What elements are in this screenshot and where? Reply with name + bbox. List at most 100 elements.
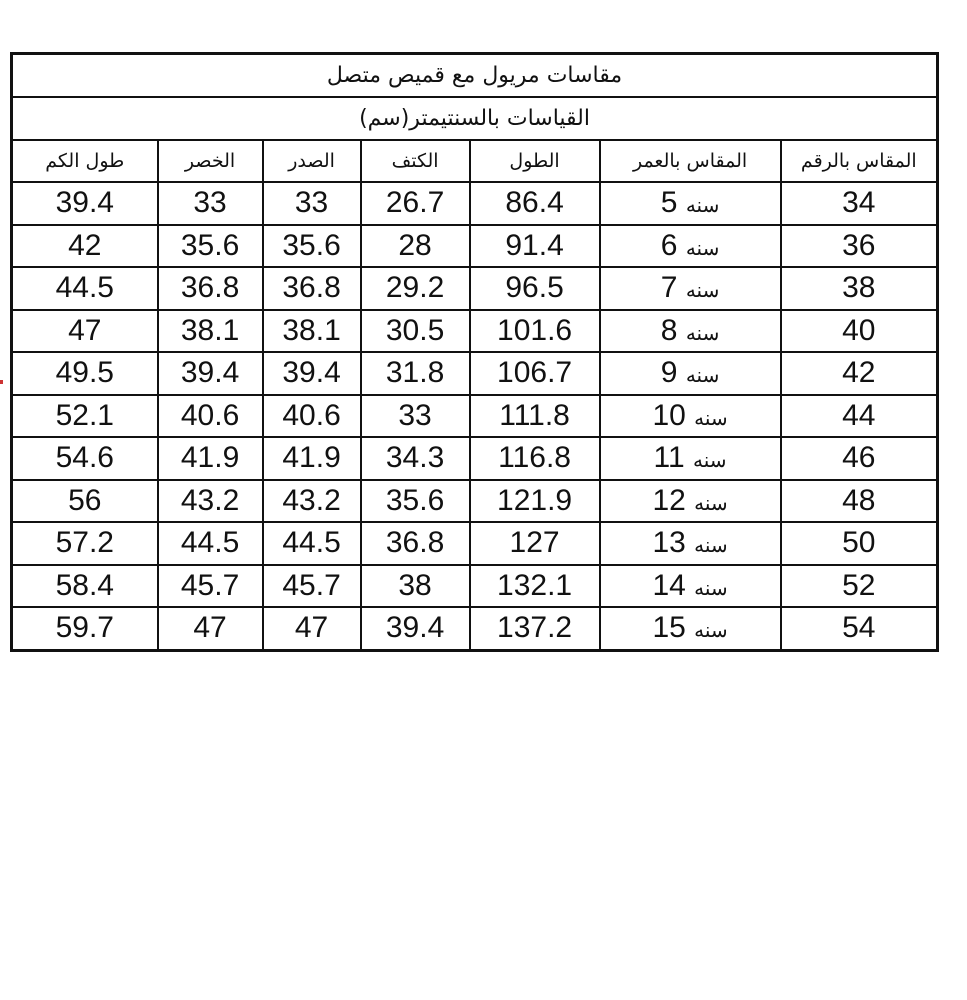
table-row: 34 سنه 5 86.4 26.7 33 33 39.4	[10, 181, 939, 226]
table-row: 42 سنه 9 106.7 31.8 39.4 39.4 49.5	[10, 351, 939, 396]
table-cell: 127	[468, 521, 601, 566]
table-cell: سنه 8	[598, 308, 782, 353]
table-cell: 44	[779, 393, 939, 438]
red-mark	[0, 380, 3, 384]
table-cell: 29.2	[359, 266, 471, 311]
column-header: الطول	[468, 139, 601, 183]
header-row: المقاس بالرقم المقاس بالعمر الطول الكتف الصد…	[10, 139, 939, 183]
table-cell: 33	[156, 181, 264, 226]
table-cell: سنه 6	[598, 223, 782, 268]
table-cell: سنه 9	[598, 351, 782, 396]
table-cell: 45.7	[156, 563, 264, 608]
table-cell: 35.6	[359, 478, 471, 523]
table-cell: 40	[779, 308, 939, 353]
table-cell: 137.2	[468, 606, 601, 651]
table-cell: 41.9	[261, 436, 362, 481]
table-cell: 106.7	[468, 351, 601, 396]
table-cell: 54	[779, 606, 939, 651]
table-cell: 38	[779, 266, 939, 311]
column-header: الصدر	[261, 139, 362, 183]
column-header: الخصر	[156, 139, 264, 183]
table-cell: 39.4	[261, 351, 362, 396]
table-row: 46 سنه 11 116.8 34.3 41.9 41.9 54.6	[10, 436, 939, 481]
column-header: المقاس بالعمر	[598, 139, 782, 183]
age-number: 8	[660, 313, 678, 347]
table-row: 48 سنه 12 121.9 35.6 43.2 43.2 56	[10, 478, 939, 523]
table-cell: 26.7	[359, 181, 471, 226]
age-word: سنه	[694, 492, 728, 515]
table-cell: 34	[779, 181, 939, 226]
table-cell: 56	[10, 478, 159, 523]
table-cell: 111.8	[468, 393, 601, 438]
table-cell: سنه 13	[598, 521, 782, 566]
table-cell: 38	[359, 563, 471, 608]
table-cell: 31.8	[359, 351, 471, 396]
column-header: المقاس بالرقم	[779, 139, 939, 183]
age-number: 7	[660, 271, 678, 305]
column-header: الكتف	[359, 139, 471, 183]
table-cell: 35.6	[156, 223, 264, 268]
table-cell: 41.9	[156, 436, 264, 481]
table-cell: 45.7	[261, 563, 362, 608]
table-cell: 54.6	[10, 436, 159, 481]
table-cell: 36	[779, 223, 939, 268]
table-cell: 44.5	[10, 266, 159, 311]
table-cell: 40.6	[261, 393, 362, 438]
age-word: سنه	[685, 195, 720, 218]
table-cell: 34.3	[359, 436, 471, 481]
table-cell: 44.5	[156, 521, 264, 566]
table-cell: 30.5	[359, 308, 471, 353]
table-cell: 132.1	[468, 563, 601, 608]
age-number: 15	[652, 611, 686, 645]
table-cell: 50	[779, 521, 939, 566]
table-subtitle: القياسات بالسنتيمتر(سم)	[10, 96, 939, 141]
table-cell: 36.8	[359, 521, 471, 566]
table-cell: 47	[10, 308, 159, 353]
table-cell: 39.4	[10, 181, 159, 226]
table-title: مقاسات مريول مع قميص متصل	[10, 52, 939, 98]
table-cell: 38.1	[156, 308, 264, 353]
age-word: سنه	[685, 280, 720, 303]
table-cell: 38.1	[261, 308, 362, 353]
table-cell: 47	[261, 606, 362, 651]
table-cell: 33	[261, 181, 362, 226]
age-word: سنه	[694, 535, 728, 558]
age-word: سنه	[694, 620, 728, 643]
table-row: 54 سنه 15 137.2 39.4 47 47 59.7	[10, 606, 939, 651]
table-cell: سنه 15	[598, 606, 782, 651]
table-cell: 36.8	[156, 266, 264, 311]
age-number: 5	[660, 186, 678, 220]
column-header: طول الكم	[10, 139, 159, 183]
table-cell: 42	[10, 223, 159, 268]
table-row: 40 سنه 8 101.6 30.5 38.1 38.1 47	[10, 308, 939, 353]
table-cell: 86.4	[468, 181, 601, 226]
table-cell: 91.4	[468, 223, 601, 268]
table-cell: 96.5	[468, 266, 601, 311]
table-row: 44 سنه 10 111.8 33 40.6 40.6 52.1	[10, 393, 939, 438]
table-cell: سنه 11	[598, 436, 782, 481]
table-cell: 47	[156, 606, 264, 651]
table-cell: سنه 10	[598, 393, 782, 438]
age-number: 12	[652, 483, 686, 517]
table-row: 52 سنه 14 132.1 38 45.7 45.7 58.4	[10, 563, 939, 608]
age-word: سنه	[694, 407, 728, 430]
table-cell: سنه 5	[598, 181, 782, 226]
table-cell: 59.7	[10, 606, 159, 651]
age-number: 13	[652, 526, 686, 560]
table-row: 36 سنه 6 91.4 28 35.6 35.6 42	[10, 223, 939, 268]
size-chart-table: مقاسات مريول مع قميص متصل القياسات بالسن…	[10, 52, 940, 652]
table-cell: 121.9	[468, 478, 601, 523]
age-word: سنه	[685, 365, 720, 388]
age-word: سنه	[685, 322, 720, 345]
table-cell: 57.2	[10, 521, 159, 566]
table-cell: 39.4	[156, 351, 264, 396]
table-cell: 36.8	[261, 266, 362, 311]
table-cell: 40.6	[156, 393, 264, 438]
table-cell: 42	[779, 351, 939, 396]
age-number: 9	[660, 356, 678, 390]
table-row: 38 سنه 7 96.5 29.2 36.8 36.8 44.5	[10, 266, 939, 311]
table-cell: 43.2	[156, 478, 264, 523]
table-cell: 44.5	[261, 521, 362, 566]
age-number: 14	[652, 568, 686, 602]
age-number: 6	[660, 228, 678, 262]
